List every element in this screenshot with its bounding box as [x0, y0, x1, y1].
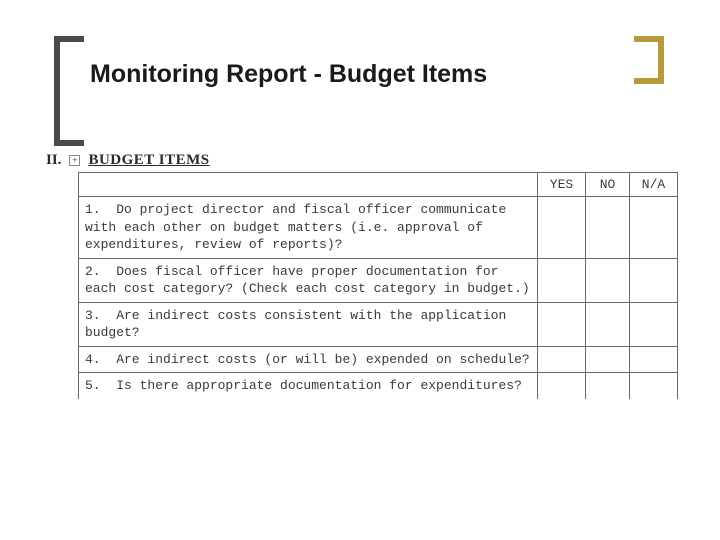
expand-icon[interactable]: + [69, 155, 80, 166]
yes-cell[interactable] [538, 346, 586, 373]
table-row: 3. Are indirect costs consistent with th… [79, 302, 678, 346]
page-title: Monitoring Report - Budget Items [90, 60, 487, 89]
question-cell: 3. Are indirect costs consistent with th… [79, 302, 538, 346]
question-cell: 2. Does fiscal officer have proper docum… [79, 258, 538, 302]
question-cell: 1. Do project director and fiscal office… [79, 197, 538, 259]
section-header: II. + BUDGET ITEMS [46, 152, 210, 169]
yes-cell[interactable] [538, 373, 586, 399]
yes-cell[interactable] [538, 258, 586, 302]
col-question [79, 173, 538, 197]
col-no: NO [586, 173, 630, 197]
question-cell: 4. Are indirect costs (or will be) expen… [79, 346, 538, 373]
budget-items-table: YES NO N/A 1. Do project director and fi… [78, 172, 678, 399]
table-row: 4. Are indirect costs (or will be) expen… [79, 346, 678, 373]
section-roman-numeral: II. [46, 152, 61, 169]
na-cell[interactable] [630, 373, 678, 399]
na-cell[interactable] [630, 302, 678, 346]
no-cell[interactable] [586, 197, 630, 259]
col-na: N/A [630, 173, 678, 197]
section-label: BUDGET ITEMS [88, 152, 209, 169]
table-row: 2. Does fiscal officer have proper docum… [79, 258, 678, 302]
table-header-row: YES NO N/A [79, 173, 678, 197]
no-cell[interactable] [586, 302, 630, 346]
no-cell[interactable] [586, 346, 630, 373]
bracket-right [634, 36, 664, 84]
yes-cell[interactable] [538, 197, 586, 259]
table-row: 5. Is there appropriate documentation fo… [79, 373, 678, 399]
bracket-left [54, 36, 84, 146]
yes-cell[interactable] [538, 302, 586, 346]
table-row: 1. Do project director and fiscal office… [79, 197, 678, 259]
na-cell[interactable] [630, 197, 678, 259]
col-yes: YES [538, 173, 586, 197]
na-cell[interactable] [630, 258, 678, 302]
no-cell[interactable] [586, 373, 630, 399]
na-cell[interactable] [630, 346, 678, 373]
no-cell[interactable] [586, 258, 630, 302]
question-cell: 5. Is there appropriate documentation fo… [79, 373, 538, 399]
